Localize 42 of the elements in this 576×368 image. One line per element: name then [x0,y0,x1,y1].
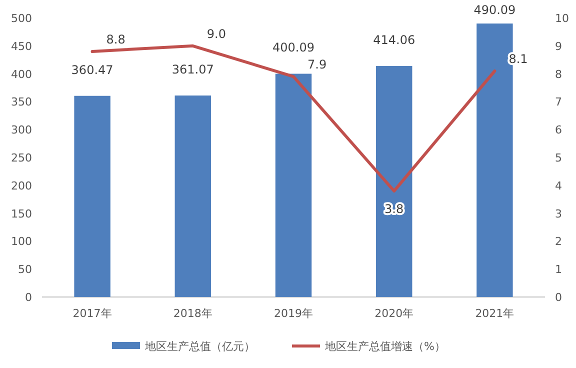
y2-tick-label: 8 [555,68,562,81]
x-tick-label: 2019年 [274,307,313,320]
y-tick-label: 50 [18,263,32,276]
y-tick-label: 150 [11,207,32,220]
y-tick-label: 500 [11,12,32,25]
y-tick-label: 200 [11,179,32,192]
x-tick-label: 2021年 [475,307,514,320]
data-label: 360.47 [71,62,114,77]
bar [275,74,312,297]
data-label: 414.06 [373,32,416,47]
bar [74,96,110,297]
x-tick-label: 2017年 [72,307,112,320]
y2-tick-label: 3 [555,207,562,220]
y-tick-label: 100 [11,235,32,248]
data-label: 7.9 [308,58,327,72]
data-label: 361.07 [172,62,214,77]
x-tick-label: 2020年 [374,307,414,320]
y2-tick-label: 4 [555,179,562,192]
data-label: 8.8 [106,32,126,46]
y-tick-label: 300 [11,124,32,137]
data-label: 490.09 [474,3,516,17]
legend-label: 地区生产总值（亿元） [144,340,255,353]
y2-tick-label: 7 [555,96,562,109]
y2-tick-label: 1 [555,263,562,276]
y2-tick-label: 9 [555,40,562,53]
y2-tick-label: 5 [555,152,562,164]
x-tick-label: 2018年 [173,307,212,320]
y2-tick-label: 6 [555,124,562,137]
bar [376,66,412,297]
y-tick-label: 450 [11,40,32,53]
bar [174,96,212,297]
data-label: 9.0 [206,26,226,41]
y2-tick-label: 10 [555,12,569,25]
y-tick-label: 0 [25,291,32,304]
y2-tick-label: 0 [555,291,562,304]
legend-label: 地区生产总值增速（%） [324,340,446,353]
data-label: 3.8 [384,202,404,216]
y-tick-label: 350 [11,96,32,109]
y-tick-label: 400 [11,68,32,81]
y2-tick-label: 2 [555,235,562,248]
data-label: 400.09 [272,40,314,55]
y-tick-label: 250 [11,152,32,164]
